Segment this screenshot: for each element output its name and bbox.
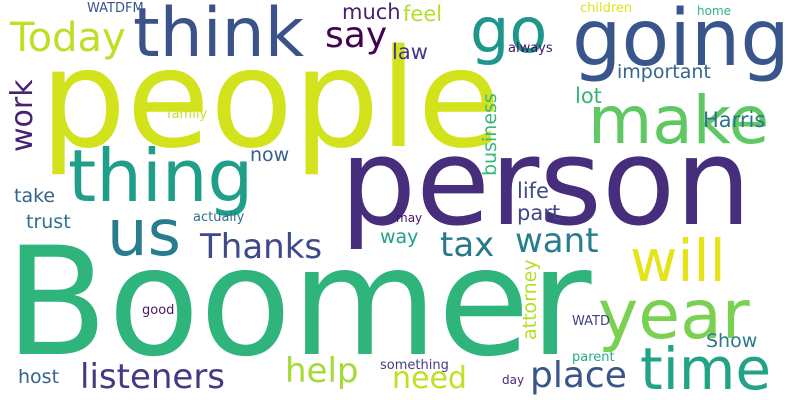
word-need: need — [392, 361, 467, 396]
word-thing: thing — [68, 134, 254, 218]
word-home: home — [697, 4, 732, 18]
word-trust: trust — [26, 211, 71, 233]
word-lot: lot — [575, 84, 602, 108]
word-time: time — [640, 335, 772, 400]
word-work: work — [5, 79, 40, 152]
word-year: year — [598, 276, 750, 355]
word-day: day — [502, 373, 525, 387]
word-today: Today — [10, 15, 126, 61]
word-want: want — [515, 221, 599, 261]
word-parent: parent — [572, 350, 615, 365]
word-host: host — [18, 366, 60, 388]
word-go: go — [470, 0, 548, 67]
word-actually: actually — [193, 210, 245, 225]
word-now: now — [250, 144, 290, 166]
word-take: take — [14, 185, 56, 207]
word-way: way — [380, 226, 419, 248]
word-important: important — [617, 61, 711, 83]
word-always: always — [508, 41, 553, 56]
word-place: place — [530, 355, 627, 396]
word-people: people — [40, 21, 501, 179]
word-watd: WATD — [572, 314, 610, 329]
word-show: Show — [706, 330, 758, 352]
word-think: think — [133, 0, 305, 73]
word-business: business — [479, 93, 501, 176]
word-feel: feel — [403, 2, 443, 26]
word-something: something — [380, 358, 449, 373]
word-much: much — [342, 0, 401, 24]
word-person: person — [340, 114, 752, 253]
word-attorney: attorney — [519, 259, 541, 340]
word-make: make — [588, 82, 770, 159]
word-us: us — [107, 197, 181, 271]
word-family: family — [167, 107, 208, 122]
word-boomer: Boomer — [5, 216, 592, 390]
word-thanks: Thanks — [200, 227, 323, 267]
word-harris: Harris — [703, 108, 766, 132]
word-part: part — [517, 201, 561, 225]
word-say: say — [325, 15, 388, 56]
word-may: may — [396, 211, 423, 225]
word-help: help — [285, 351, 359, 391]
word-going: going — [572, 0, 790, 84]
word-good: good — [142, 303, 175, 318]
word-life: life — [517, 179, 549, 203]
word-listeners: listeners — [80, 357, 226, 397]
word-will: will — [630, 227, 726, 295]
word-watdfm: WATDFM — [87, 1, 144, 16]
word-children: children — [580, 1, 633, 16]
word-law: law — [392, 40, 428, 64]
word-tax: tax — [440, 225, 495, 265]
